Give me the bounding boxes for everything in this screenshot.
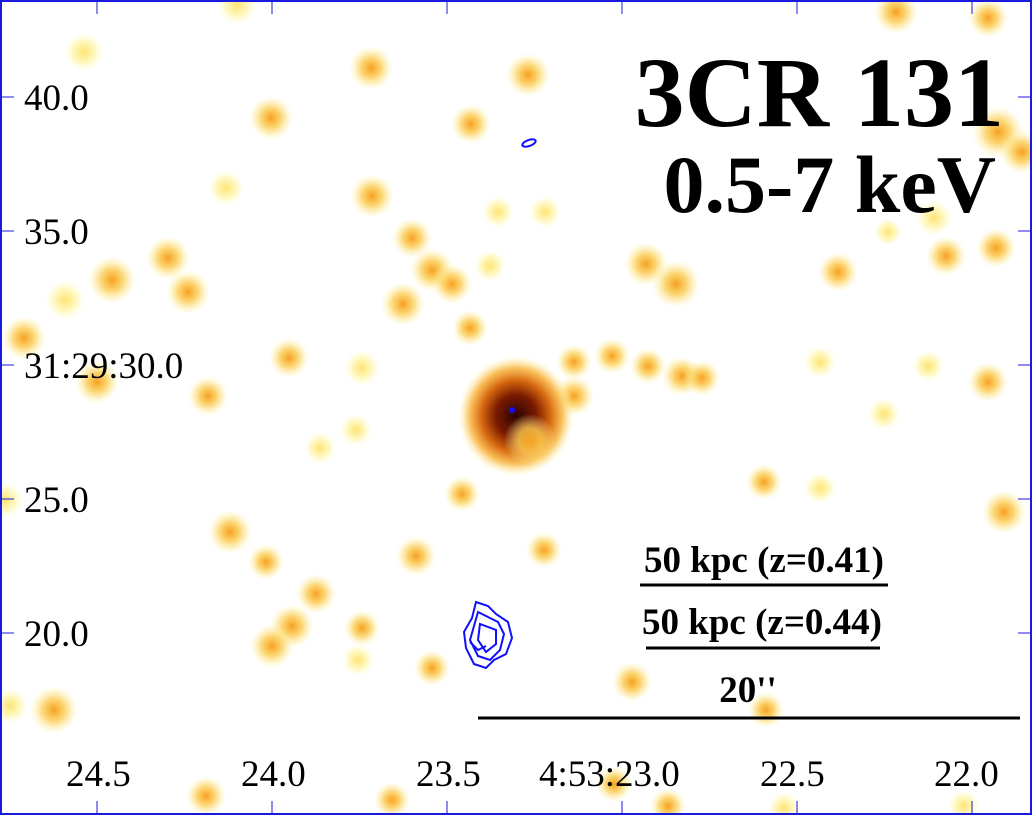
source-title: 3CR 131	[635, 37, 1004, 148]
ra-tick-label: 4:53:23.0	[539, 754, 680, 795]
ra-axis-labels: 24.5 24.0 23.5 4:53:23.0 22.5 22.0	[66, 754, 999, 795]
scale-bars: 50 kpc (z=0.41) 50 kpc (z=0.44) 20''	[478, 540, 1020, 720]
dec-tick-label: 31:29:30.0	[24, 346, 183, 387]
dec-axis-labels: 40.0 35.0 31:29:30.0 25.0 20.0	[24, 78, 183, 655]
dec-tick-label: 25.0	[24, 480, 89, 521]
ra-tick-label: 22.0	[934, 754, 999, 795]
ra-tick-label: 23.5	[416, 754, 481, 795]
dec-tick-label: 35.0	[24, 212, 89, 253]
scalebar-z044-label: 50 kpc (z=0.44)	[642, 602, 882, 643]
scalebar-arcsec-label: 20''	[719, 670, 777, 711]
dec-tick-label: 40.0	[24, 78, 89, 119]
dec-tick-label: 20.0	[24, 614, 89, 655]
nucleus-source	[458, 356, 574, 476]
ra-tick-label: 24.0	[241, 754, 306, 795]
energy-band-label: 0.5-7 keV	[663, 139, 996, 230]
radio-contours	[462, 138, 537, 670]
ra-tick-label: 22.5	[760, 754, 825, 795]
scalebar-z041-label: 50 kpc (z=0.41)	[644, 540, 884, 581]
ra-tick-label: 24.5	[66, 754, 131, 795]
